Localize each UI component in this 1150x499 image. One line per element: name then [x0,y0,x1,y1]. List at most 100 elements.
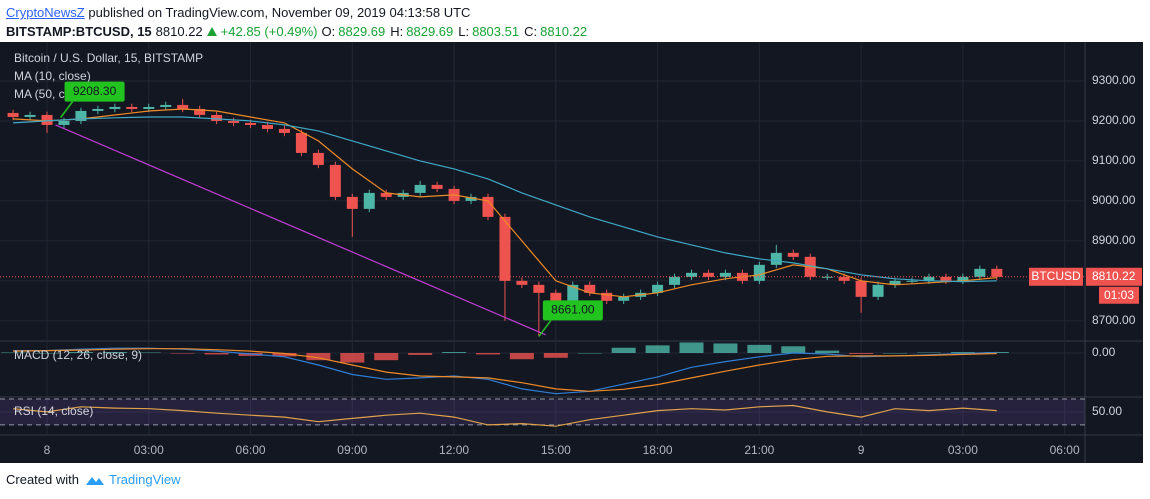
macd-histogram-bar [984,352,1009,353]
footer: Created with TradingView [6,472,181,487]
countdown: 01:03 [1104,288,1134,302]
candle-body [652,284,664,293]
macd-histogram-bar [883,353,908,354]
candle-body [872,284,884,297]
candle-body [75,110,87,121]
y-tick-label: 50.00 [1092,404,1122,418]
x-tick-label: 03:00 [948,443,978,457]
candle-body [177,104,189,109]
symbol: BITSTAMP:BTCUSD, 15 [6,24,152,39]
candle-body [92,108,104,111]
x-tick-label: 06:00 [1050,443,1080,457]
macd-histogram-bar [645,345,670,353]
ohlc-label: H: [390,24,404,39]
x-tick-label: 03:00 [134,443,164,457]
macd-histogram-bar [340,353,365,363]
candle-body [719,272,731,277]
indicator-line [13,404,997,427]
macd-histogram-bar [68,352,93,353]
ohlc-value: 8829.69 [406,24,454,39]
brand: TradingView [108,472,181,487]
x-tick-label: 09:00 [337,443,367,457]
x-tick-label: 18:00 [643,443,673,457]
macd-histogram-bar [442,352,467,353]
candle-body [499,216,511,281]
pane-title: MACD (12, 26, close, 9) [14,348,142,362]
ohlc-value: 8829.69 [338,24,386,39]
y-tick-label: 8900.00 [1092,233,1136,247]
macd-histogram-bar [136,352,161,354]
last-symbol-box [1029,267,1083,286]
candle-body [414,184,426,193]
y-tick-label: 9100.00 [1092,153,1136,167]
macd-histogram-bar [747,344,772,353]
candle-body [567,284,579,309]
header-line: CryptoNewsZ published on TradingView.com… [6,3,589,22]
header: CryptoNewsZ published on TradingView.com… [6,3,589,41]
candle-body [838,276,850,281]
candle-body [923,276,935,281]
candle-body [465,196,477,201]
last-price-box [1086,267,1142,286]
candle-body [363,192,375,209]
macd-histogram-bar [916,352,941,354]
candle-body [787,252,799,257]
candle-body [855,280,867,297]
publisher-link[interactable]: CryptoNewsZ [6,5,85,20]
ohlc-label: L: [458,24,470,39]
macd-histogram-bar [408,353,433,355]
candle-body [957,276,969,281]
candle-body [245,122,257,125]
candle-body [686,272,698,277]
candle-body [533,284,545,293]
x-tick-label: 15:00 [541,443,571,457]
candle-body [346,196,358,209]
candle-body [41,114,53,125]
macd-histogram-bar [679,342,704,353]
candle-body [618,296,630,301]
candle-body [516,280,528,285]
last-symbol: BTCUSD [1031,269,1081,283]
ohlc: O: 8829.69 H: 8829.69 L: 8803.51 C: 8810.22 [322,22,590,41]
x-tick-label: 12:00 [439,443,469,457]
pane-title: RSI (14, close) [14,404,93,418]
annotation-pointer [59,101,74,119]
last-price: 8810.22 [155,24,203,39]
candle-body [753,264,765,281]
candle-body [295,132,307,153]
candle-body [770,252,782,265]
annotation-box [542,300,603,321]
macd-histogram-bar [475,353,500,355]
candle-body [821,276,833,278]
macd-histogram-bar [815,350,840,353]
created-with: Created with [6,472,79,487]
macd-histogram-bar [35,353,60,354]
x-tick-label: 21:00 [744,443,774,457]
candle-body [482,196,494,217]
candle-body [380,192,392,197]
rsi-band [0,398,1085,425]
candle-body [940,276,952,281]
candle-body [702,272,714,277]
y-tick-label: 9200.00 [1092,113,1136,127]
x-tick-label: 06:00 [236,443,266,457]
candle-body [889,280,901,285]
trendline [55,124,546,336]
y-tick-label: 8700.00 [1092,313,1136,327]
y-tick-label: 9300.00 [1092,73,1136,87]
tradingview-logo [85,476,104,485]
candle-body [58,120,70,125]
candle-body [312,152,324,165]
candle-body [228,120,240,123]
macd-histogram-bar [102,352,127,353]
candle-body [143,106,155,109]
last-price-label: 8810.22 [1092,269,1136,283]
annotation-label: 9208.30 [73,84,117,98]
candle-body [278,128,290,133]
candle-body [109,106,121,109]
macd-histogram-bar [950,352,975,353]
symbol-line: BITSTAMP:BTCUSD, 15 8810.22 +42.85 (+0.4… [6,22,589,41]
indicator-line [13,348,997,392]
ohlc-label: C: [524,24,538,39]
